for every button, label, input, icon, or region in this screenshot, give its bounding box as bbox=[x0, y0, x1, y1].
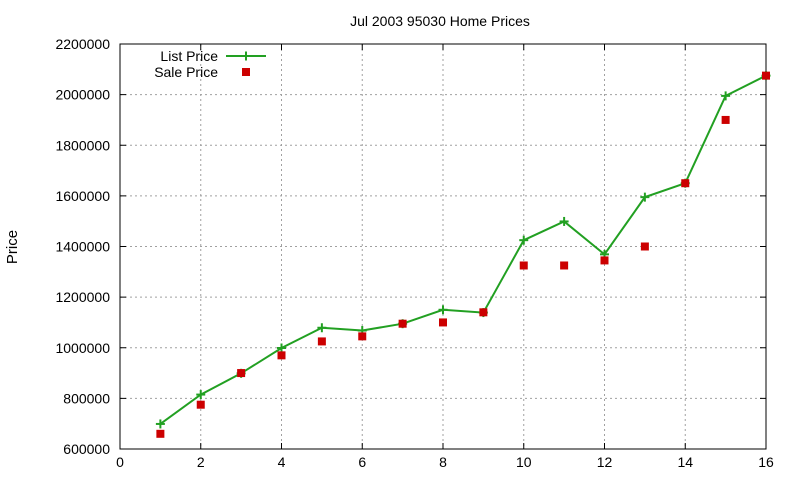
data-point bbox=[237, 369, 246, 378]
chart-title: Jul 2003 95030 Home Prices bbox=[350, 13, 530, 29]
legend-marker bbox=[241, 51, 251, 61]
y-tick-label: 1600000 bbox=[55, 188, 110, 204]
data-point bbox=[358, 332, 367, 341]
data-point bbox=[721, 115, 730, 124]
data-point bbox=[317, 337, 326, 346]
series-list-price bbox=[155, 71, 771, 429]
data-point bbox=[398, 319, 407, 328]
x-tick-label: 8 bbox=[439, 454, 447, 470]
data-point bbox=[438, 305, 448, 315]
legend-marker bbox=[242, 68, 250, 76]
data-point bbox=[479, 308, 488, 317]
data-point bbox=[519, 261, 528, 270]
y-tick-label: 800000 bbox=[63, 390, 110, 406]
data-point bbox=[196, 400, 205, 409]
y-tick-label: 600000 bbox=[63, 441, 110, 457]
data-point bbox=[439, 318, 447, 327]
data-point bbox=[600, 256, 609, 265]
data-point bbox=[640, 242, 649, 251]
y-tick-label: 1200000 bbox=[55, 289, 110, 305]
x-tick-label: 6 bbox=[358, 454, 366, 470]
data-point bbox=[519, 235, 529, 245]
grid bbox=[120, 44, 766, 449]
y-tick-label: 1000000 bbox=[55, 340, 110, 356]
data-point bbox=[277, 343, 286, 353]
data-point bbox=[560, 261, 569, 270]
data-point bbox=[762, 71, 770, 80]
data-point bbox=[156, 429, 165, 438]
x-tick-label: 4 bbox=[278, 454, 286, 470]
legend-label: List Price bbox=[160, 48, 218, 64]
data-point bbox=[640, 192, 650, 202]
data-point bbox=[277, 351, 286, 360]
series-line bbox=[159, 74, 767, 425]
data-point bbox=[559, 216, 569, 226]
data-point bbox=[681, 179, 690, 188]
x-tick-label: 0 bbox=[116, 454, 124, 470]
data-point bbox=[317, 323, 327, 333]
y-axis-label: Price bbox=[4, 230, 21, 264]
plot-area bbox=[155, 71, 771, 438]
x-tick-label: 2 bbox=[197, 454, 205, 470]
y-tick-label: 2000000 bbox=[55, 87, 110, 103]
x-tick-label: 16 bbox=[758, 454, 774, 470]
y-tick-label: 1400000 bbox=[55, 239, 110, 255]
data-point bbox=[155, 419, 165, 429]
data-point bbox=[196, 390, 206, 400]
x-tick-label: 10 bbox=[516, 454, 532, 470]
data-point bbox=[721, 91, 731, 101]
x-tick-label: 12 bbox=[597, 454, 613, 470]
series-sale-price bbox=[156, 71, 770, 438]
legend-label: Sale Price bbox=[154, 64, 218, 80]
y-tick-label: 1800000 bbox=[55, 137, 110, 153]
x-tick-label: 14 bbox=[677, 454, 693, 470]
y-tick-label: 2200000 bbox=[55, 36, 110, 52]
axes: 0 2 4 6 8 10 12 14 16 600000 800000 1000000 1200000 1… bbox=[55, 36, 774, 470]
